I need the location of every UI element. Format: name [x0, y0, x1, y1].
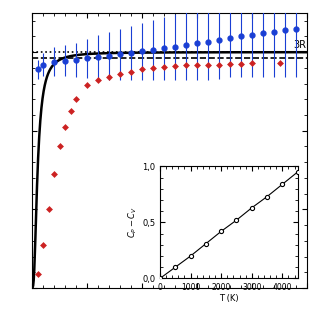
- Y-axis label: $C_P - C_V$: $C_P - C_V$: [127, 206, 139, 238]
- Text: 3R: 3R: [293, 40, 306, 50]
- X-axis label: T (K): T (K): [219, 294, 239, 303]
